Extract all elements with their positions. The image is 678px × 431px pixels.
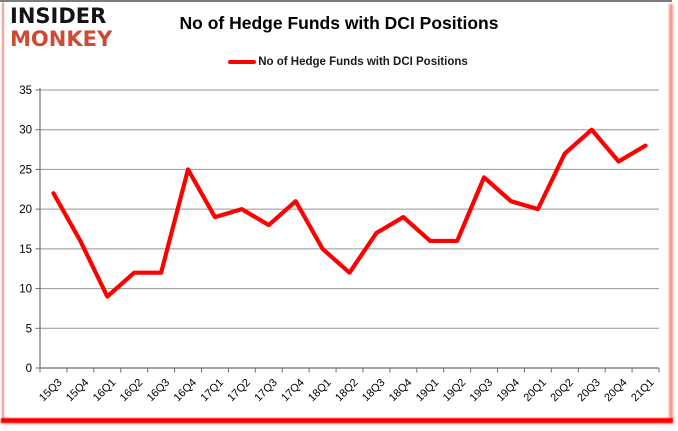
svg-text:18Q3: 18Q3 [360,377,388,405]
chart-title: No of Hedge Funds with DCI Positions [179,13,499,33]
series-no-of-hedge-funds-with-dci-positions [51,127,648,299]
svg-text:15Q4: 15Q4 [64,377,92,405]
svg-text:10: 10 [19,284,32,296]
insider-monkey-logo: INSIDER MONKEY [10,5,112,51]
svg-text:0: 0 [26,363,32,375]
logo-text-monkey: MONKEY [10,27,113,51]
svg-text:20: 20 [19,204,32,216]
svg-text:20Q2: 20Q2 [548,377,576,405]
svg-text:20Q3: 20Q3 [575,377,603,405]
svg-text:17Q3: 17Q3 [252,377,280,405]
svg-text:15: 15 [19,244,32,256]
svg-text:15Q3: 15Q3 [37,377,65,405]
svg-text:35: 35 [19,85,32,97]
svg-text:18Q2: 18Q2 [333,377,361,405]
svg-text:16Q2: 16Q2 [118,377,146,405]
frame-top-border [0,0,672,2]
frame-right-border [669,4,673,419]
svg-text:16Q1: 16Q1 [91,377,119,405]
svg-text:20Q4: 20Q4 [602,377,630,405]
svg-text:16Q3: 16Q3 [145,377,173,405]
legend-label: No of Hedge Funds with DCI Positions [258,56,468,68]
svg-text:19Q4: 19Q4 [495,377,523,405]
svg-text:16Q4: 16Q4 [172,377,200,405]
svg-text:18Q4: 18Q4 [387,377,415,405]
chart-legend: No of Hedge Funds with DCI Positions [9,56,678,68]
svg-text:19Q1: 19Q1 [414,377,442,405]
legend-line-swatch [228,60,257,64]
svg-text:17Q4: 17Q4 [279,377,307,405]
frame-left-border [2,2,4,419]
svg-text:19Q3: 19Q3 [468,377,496,405]
red-underline-bar [1,418,673,423]
svg-text:20Q1: 20Q1 [521,377,549,405]
svg-text:17Q2: 17Q2 [225,377,253,405]
svg-text:21Q1: 21Q1 [629,377,657,405]
svg-text:18Q1: 18Q1 [306,377,334,405]
svg-text:17Q1: 17Q1 [199,377,227,405]
svg-text:30: 30 [19,125,32,137]
svg-text:5: 5 [26,323,32,335]
svg-text:25: 25 [19,164,32,176]
svg-text:19Q2: 19Q2 [441,377,469,405]
logo-text-insider: INSIDER [10,4,107,28]
